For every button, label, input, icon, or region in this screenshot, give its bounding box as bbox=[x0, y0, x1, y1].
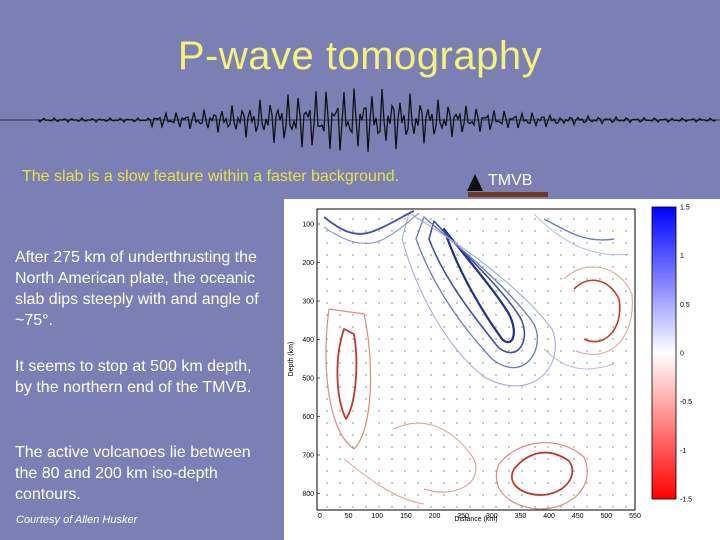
y-tick-label: 800 bbox=[302, 491, 314, 498]
y-tick-label: 600 bbox=[302, 414, 314, 421]
volcano-triangle-icon bbox=[467, 174, 483, 191]
y-tick-label: 200 bbox=[302, 260, 314, 267]
colorbar bbox=[651, 206, 677, 500]
tmvb-label: TMVB bbox=[488, 172, 533, 189]
fast-anomaly-contours bbox=[323, 210, 630, 387]
x-tick-label: 500 bbox=[601, 513, 613, 520]
tomography-figure: 100 200 300 400 500 600 700 800 0 50 100 150 200 250… bbox=[284, 199, 720, 540]
slide-title: P-wave tomography bbox=[177, 34, 543, 78]
tmvb-extent-bar bbox=[468, 192, 548, 197]
x-tick-label: 300 bbox=[486, 513, 498, 520]
y-tick-label: 100 bbox=[302, 222, 314, 229]
paragraph-volcanoes: The active volcanoes lie between the 80 … bbox=[15, 444, 251, 503]
y-tick-label: 500 bbox=[302, 376, 314, 383]
x-tick-label: 550 bbox=[629, 513, 641, 520]
colorbar-tick-label: 1.5 bbox=[680, 205, 690, 212]
x-tick-label: 350 bbox=[515, 513, 527, 520]
x-tick-label: 200 bbox=[429, 513, 441, 520]
colorbar-tick-label: 0 bbox=[680, 351, 684, 358]
paragraph-slab-dip: After 275 km of underthrusting the North… bbox=[15, 249, 259, 329]
x-axis-label: Distance (km) bbox=[454, 516, 497, 523]
colorbar-tick-label: -0.5 bbox=[680, 399, 692, 406]
x-tick-label: 450 bbox=[572, 513, 584, 520]
slow-anomaly-contours bbox=[325, 266, 633, 510]
x-tick-label: 400 bbox=[543, 513, 555, 520]
y-tick-label: 300 bbox=[302, 299, 314, 306]
x-tick-label: 100 bbox=[371, 513, 383, 520]
x-axis-ticks: 0 50 100 150 200 250 300 350 400 450 500 550 bbox=[318, 513, 641, 520]
colorbar-ticks: 1.5 1 0.5 0 -0.5 -1 -1.5 bbox=[680, 205, 692, 504]
credit-text: Courtesy of Allen Husker bbox=[16, 514, 138, 526]
paragraph-slab-end: It seems to stop at 500 km depth, by the… bbox=[15, 358, 252, 396]
y-axis-ticks: 100 200 300 400 500 600 700 800 bbox=[302, 222, 320, 498]
y-tick-label: 400 bbox=[302, 337, 314, 344]
colorbar-tick-label: -1.5 bbox=[680, 497, 692, 504]
tomography-plot: 100 200 300 400 500 600 700 800 0 50 100 150 200 250… bbox=[288, 205, 692, 524]
x-tick-label: 250 bbox=[457, 513, 469, 520]
colorbar-tick-label: -1 bbox=[680, 448, 686, 455]
y-tick-label: 700 bbox=[302, 453, 314, 460]
x-tick-label: 150 bbox=[400, 513, 412, 520]
colorbar-tick-label: 1 bbox=[680, 253, 684, 260]
colorbar-tick-label: 0.5 bbox=[680, 302, 690, 309]
seismogram-decoration bbox=[0, 88, 720, 152]
y-axis-label: Depth (km) bbox=[288, 342, 295, 377]
x-tick-label: 0 bbox=[318, 513, 322, 520]
x-tick-label: 50 bbox=[345, 513, 353, 520]
slide-caption: The slab is a slow feature within a fast… bbox=[22, 168, 400, 185]
